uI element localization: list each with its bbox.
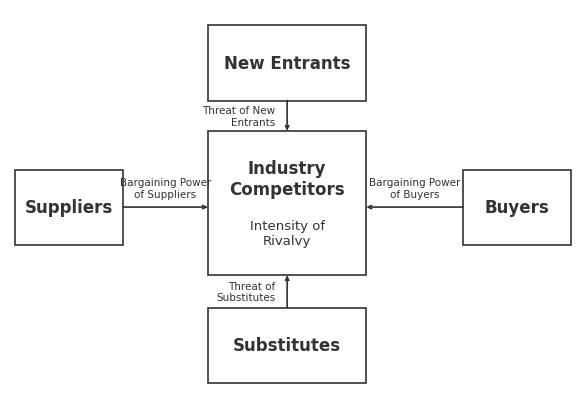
Text: Suppliers: Suppliers xyxy=(25,198,113,217)
FancyBboxPatch shape xyxy=(208,132,366,275)
Text: Bargaining Power
of Buyers: Bargaining Power of Buyers xyxy=(369,178,460,199)
Text: Industry
Competitors: Industry Competitors xyxy=(229,160,345,198)
Text: Threat of
Substitutes: Threat of Substitutes xyxy=(216,281,275,303)
FancyBboxPatch shape xyxy=(208,26,366,101)
Text: Bargaining Power
of Suppliers: Bargaining Power of Suppliers xyxy=(120,178,211,199)
FancyBboxPatch shape xyxy=(208,308,366,383)
Text: New Entrants: New Entrants xyxy=(224,55,350,73)
Text: Intensity of
Rivalvy: Intensity of Rivalvy xyxy=(250,220,325,248)
FancyBboxPatch shape xyxy=(463,170,571,245)
Text: Threat of New
Entrants: Threat of New Entrants xyxy=(202,106,275,127)
FancyBboxPatch shape xyxy=(15,170,123,245)
Text: Substitutes: Substitutes xyxy=(233,336,341,354)
Text: Buyers: Buyers xyxy=(485,198,550,217)
